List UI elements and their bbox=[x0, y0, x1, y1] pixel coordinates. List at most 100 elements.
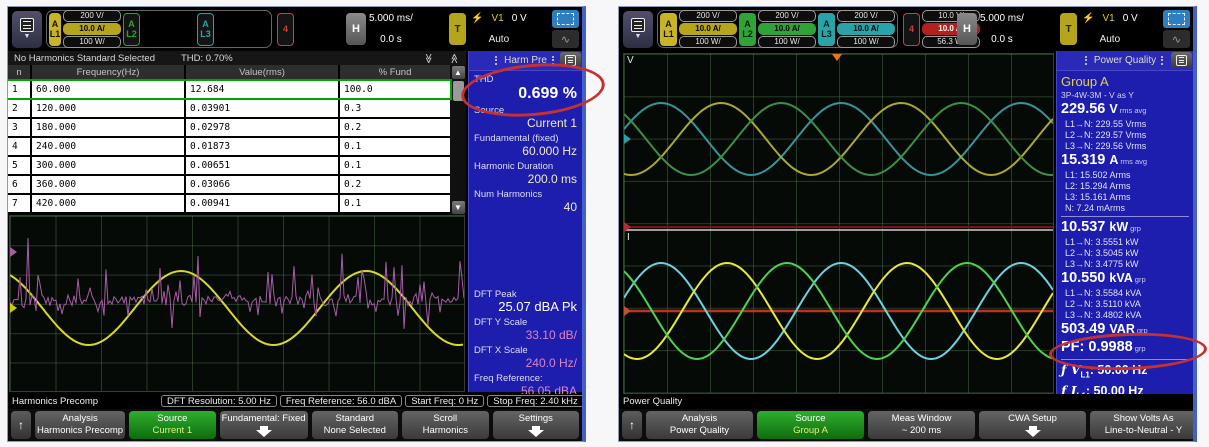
channel-L1-amps-scale[interactable]: 10.0 A/ bbox=[63, 23, 121, 35]
softkey-fundamental[interactable]: Fundamental: Fixed bbox=[219, 411, 308, 439]
panel-menu-button[interactable] bbox=[560, 52, 581, 68]
harmonics-status-bar: No Harmonics Standard Selected THD: 0.70… bbox=[8, 51, 466, 65]
waveform-icon: ∿ bbox=[1171, 33, 1182, 46]
table-row[interactable]: 5 300.000 0.00651 0.1 bbox=[8, 157, 450, 174]
softkey-back-button[interactable]: ↑ bbox=[622, 411, 642, 439]
main-menu-button[interactable]: ▼ bbox=[12, 10, 42, 48]
channel4-reference-marker[interactable] bbox=[624, 222, 631, 232]
zoom-select-button[interactable] bbox=[1163, 10, 1190, 28]
channel-L3-badge[interactable]: A L3 bbox=[818, 12, 835, 46]
pf-readout: PF: 0.9988 grp bbox=[1061, 339, 1146, 355]
menu-icon bbox=[20, 18, 34, 32]
channel-L3: A L3 200 V/ 10.0 A/ 100 W/ bbox=[818, 10, 895, 48]
waveform-tool-button[interactable]: ∿ bbox=[552, 30, 579, 48]
voltage-reference-marker[interactable] bbox=[624, 134, 631, 144]
timebase-scale: 5.000 ms/ bbox=[369, 13, 413, 24]
mode-info-bar: Power Quality bbox=[619, 394, 1193, 408]
channel-L1-volts-scale[interactable]: 200 V/ bbox=[679, 10, 737, 22]
channel-L2-watts-scale[interactable]: 100 W/ bbox=[758, 36, 816, 48]
horizontal-button[interactable]: H bbox=[346, 13, 366, 45]
panel-title-bar[interactable]: Harm Pre bbox=[469, 51, 582, 71]
channel-L1-badge[interactable]: A L1 bbox=[49, 12, 61, 46]
softkey-analysis[interactable]: Analysis Harmonics Precomp bbox=[35, 411, 126, 439]
vrms-line: L3→N: 229.56 Vrms bbox=[1065, 141, 1147, 151]
trigger-edge-icon: ⚡ bbox=[1082, 13, 1095, 24]
softkey-settings[interactable]: Settings bbox=[492, 411, 580, 439]
selection-box-icon bbox=[1168, 13, 1185, 25]
channel-L2-badge[interactable]: A L2 bbox=[123, 12, 140, 46]
table-row[interactable]: 3 180.000 0.02978 0.2 bbox=[8, 119, 450, 136]
channel-L1-watts-scale[interactable]: 100 W/ bbox=[63, 36, 121, 48]
current-section-label: I bbox=[627, 232, 630, 243]
softkey-standard[interactable]: Standard None Selected bbox=[311, 411, 399, 439]
channel-L3-amps-scale[interactable]: 10.0 A/ bbox=[837, 23, 895, 35]
divider bbox=[1061, 359, 1189, 360]
softkey-scroll[interactable]: Scroll Harmonics bbox=[402, 411, 489, 439]
kw-readout: 10.537 kW grp bbox=[1061, 219, 1141, 235]
panel-title-bar[interactable]: Power Quality bbox=[1057, 51, 1193, 71]
kw-line: L2→N: 3.5045 kW bbox=[1065, 248, 1139, 258]
dft-reference-marker[interactable] bbox=[10, 247, 17, 257]
channel-L3-watts-scale[interactable]: 100 W/ bbox=[837, 36, 895, 48]
panel-menu-button[interactable] bbox=[1171, 52, 1192, 68]
zoom-select-button[interactable] bbox=[552, 10, 579, 28]
channel-4-badge[interactable]: 4 bbox=[903, 12, 920, 46]
table-row[interactable]: 4 240.000 0.01873 0.1 bbox=[8, 138, 450, 155]
channel-group: A L1 200 V/ 10.0 A/ 100 W/ A L2 A bbox=[46, 10, 272, 48]
harmonics-precomp-screen: ▼ A L1 200 V/ 10.0 A/ 100 W/ A L2 bbox=[7, 6, 586, 442]
channel-L2-badge[interactable]: A L2 bbox=[739, 12, 756, 46]
table-row[interactable]: 6 360.000 0.03066 0.2 bbox=[8, 176, 450, 193]
table-row[interactable]: 2 120.000 0.03901 0.3 bbox=[8, 100, 450, 117]
table-row[interactable]: 7 420.000 0.00941 0.1 bbox=[8, 195, 450, 212]
channel-L1-watts-scale[interactable]: 100 W/ bbox=[679, 36, 737, 48]
softkey-source[interactable]: Source Group A bbox=[757, 411, 864, 439]
expand-icon[interactable]: ≫ bbox=[449, 52, 461, 64]
current-reference-marker[interactable] bbox=[624, 306, 631, 316]
trigger-source: V1 bbox=[491, 13, 504, 24]
chevron-down-icon: ▼ bbox=[23, 33, 31, 40]
kva-line: L3→N: 3.4802 kVA bbox=[1065, 310, 1142, 320]
thd-readout: THD 0.699 % bbox=[474, 74, 577, 102]
channel-L1-volts-scale[interactable]: 200 V/ bbox=[63, 10, 121, 22]
channel-L2-amps-scale[interactable]: 10.0 A/ bbox=[758, 23, 816, 35]
scroll-up-icon[interactable]: ▲ bbox=[451, 66, 465, 79]
table-scrollbar[interactable]: ▲ ▼ bbox=[450, 65, 466, 215]
panel-title: Power Quality bbox=[1093, 55, 1157, 66]
channel-L3-badge[interactable]: A L3 bbox=[197, 12, 214, 46]
waveform-tool-button[interactable]: ∿ bbox=[1163, 30, 1190, 48]
start-freq-field: Start Freq: 0 Hz bbox=[405, 395, 485, 407]
table-row[interactable]: 1 60.000 12.684 100.0 bbox=[8, 81, 450, 98]
softkey-cwa-setup[interactable]: CWA Setup bbox=[979, 411, 1086, 439]
softkey-analysis[interactable]: Analysis Power Quality bbox=[646, 411, 753, 439]
softkey-source[interactable]: Source Current 1 bbox=[129, 411, 216, 439]
softkey-show-volts-as[interactable]: Show Volts As Line-to-Neutral - Y bbox=[1090, 411, 1193, 439]
num-harmonics-readout: Num Harmonics 40 bbox=[474, 189, 577, 214]
collapse-icon[interactable]: ≫ bbox=[422, 52, 434, 64]
wiring-config-label: 3P-4W-3M - V as Y bbox=[1061, 90, 1134, 100]
kw-line: L1→N: 3.5551 kW bbox=[1065, 237, 1139, 247]
scroll-down-icon[interactable]: ▼ bbox=[451, 201, 465, 214]
channel-L2-volts-scale[interactable]: 200 V/ bbox=[758, 10, 816, 22]
channel-reference-marker[interactable] bbox=[10, 303, 17, 313]
trigger-button[interactable]: T bbox=[449, 13, 466, 45]
freq-reference-field: Freq Reference: 56.0 dBA bbox=[279, 395, 403, 407]
channel-L1-badge[interactable]: A L1 bbox=[660, 12, 677, 46]
voltage-frequency-readout: ƒ VL1: 50.00 Hz bbox=[1061, 362, 1148, 380]
channel-L3-volts-scale[interactable]: 200 V/ bbox=[837, 10, 895, 22]
main-menu-button[interactable]: ▼ bbox=[623, 10, 653, 48]
source-readout: Source Current 1 bbox=[474, 105, 577, 130]
softkey-back-button[interactable]: ↑ bbox=[11, 411, 31, 439]
channel-4-badge[interactable]: 4 bbox=[277, 12, 294, 46]
channel-L1-amps-scale[interactable]: 10.0 A/ bbox=[679, 23, 737, 35]
chevron-down-icon: ▼ bbox=[634, 33, 642, 40]
selection-box-icon bbox=[557, 13, 574, 25]
horizontal-button[interactable]: H bbox=[957, 13, 977, 45]
trigger-source: V1 bbox=[1102, 13, 1115, 24]
softkey-meas-window[interactable]: Meas Window ~ 200 ms bbox=[868, 411, 975, 439]
scrollbar-thumb[interactable] bbox=[452, 81, 464, 101]
trigger-position-marker[interactable] bbox=[832, 54, 842, 61]
timebase-offset: 0.0 s bbox=[991, 34, 1013, 45]
trigger-button[interactable]: T bbox=[1060, 13, 1077, 45]
topbar: ▼ A L1 200 V/ 10.0 A/ 100 W/ A L2 bbox=[8, 7, 582, 51]
channel-L2: A L2 bbox=[123, 12, 195, 46]
